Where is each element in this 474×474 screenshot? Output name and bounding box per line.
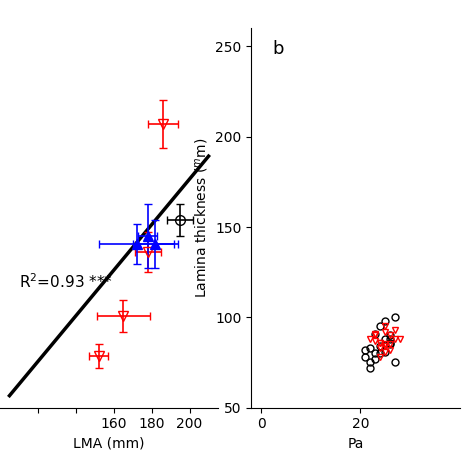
- Y-axis label: Lamina thickness ($^m$m): Lamina thickness ($^m$m): [192, 138, 210, 298]
- X-axis label: LMA (mm): LMA (mm): [73, 437, 145, 451]
- X-axis label: Pa: Pa: [347, 437, 364, 451]
- Text: R$^2$=0.93 ***: R$^2$=0.93 ***: [19, 272, 113, 291]
- Text: b: b: [272, 40, 283, 58]
